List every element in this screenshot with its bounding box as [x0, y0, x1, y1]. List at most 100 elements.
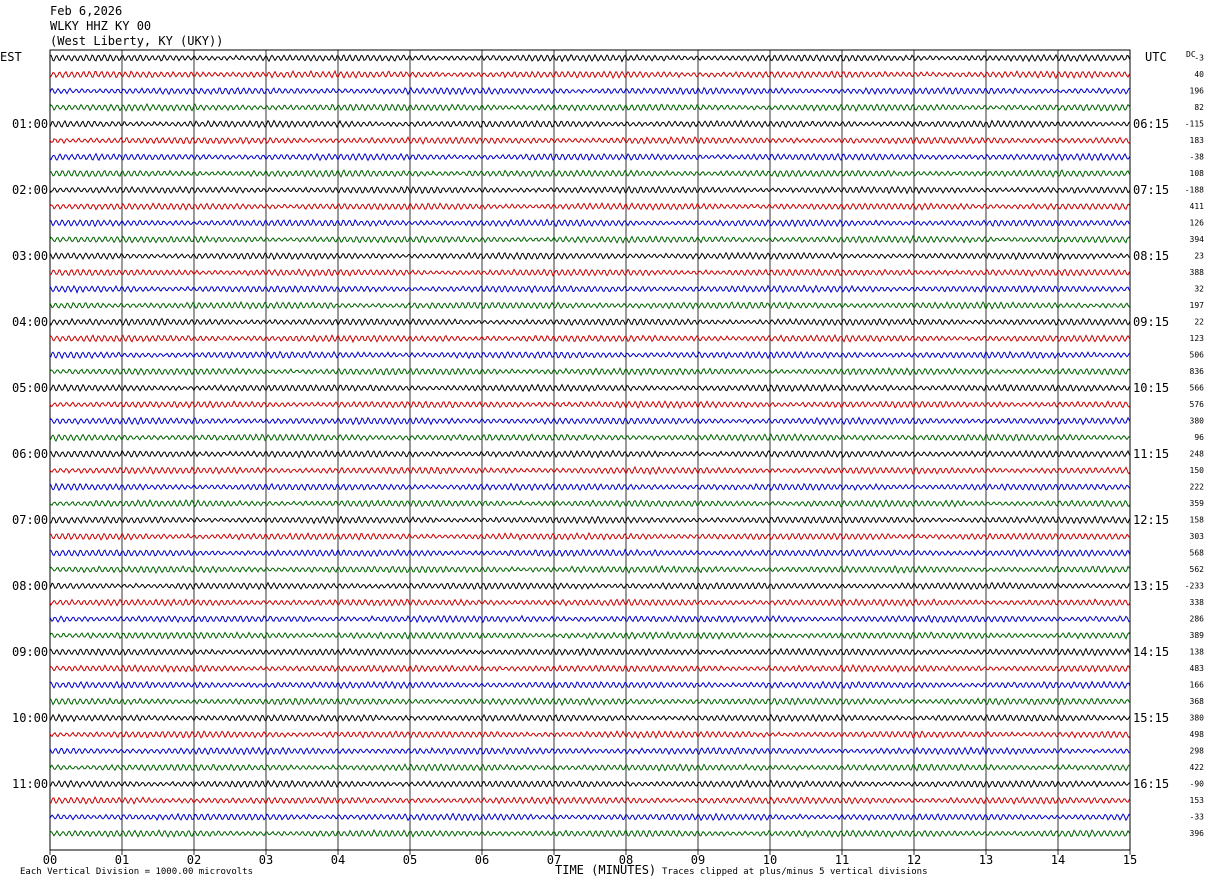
est-hour-label: 09:00 — [12, 645, 48, 659]
x-tick-label: 00 — [43, 853, 57, 867]
utc-hour-label: 06:15 — [1133, 117, 1169, 131]
dc-offset-label: 368 — [1190, 697, 1205, 706]
dc-offset-label: 196 — [1190, 87, 1205, 96]
trace-line — [49, 333, 1131, 344]
trace-line — [49, 598, 1131, 608]
trace-line — [49, 53, 1131, 63]
dc-offset-label: 566 — [1190, 384, 1205, 393]
trace-line — [49, 795, 1131, 805]
trace-line — [49, 531, 1131, 541]
trace-line — [49, 234, 1131, 244]
trace-line — [49, 680, 1131, 690]
trace-line — [49, 515, 1131, 525]
dc-offset-label: 153 — [1190, 796, 1205, 805]
trace-line — [49, 202, 1131, 211]
x-tick-label: 07 — [547, 853, 561, 867]
dc-offset-label: 138 — [1190, 648, 1205, 657]
dc-offset-label: 422 — [1190, 763, 1205, 772]
trace-line — [49, 828, 1131, 838]
x-tick-label: 02 — [187, 853, 201, 867]
dc-offset-label: 836 — [1190, 367, 1205, 376]
trace-line — [49, 416, 1131, 426]
dc-offset-label: 158 — [1190, 516, 1205, 525]
footer-clipping-note: Traces clipped at plus/minus 5 vertical … — [662, 867, 928, 877]
dc-offset-label: -233 — [1185, 582, 1204, 591]
utc-axis-title: UTC — [1145, 50, 1167, 64]
header-station: WLKY HHZ KY 00 — [50, 19, 152, 33]
x-tick-label: 11 — [835, 853, 849, 867]
trace-line — [49, 317, 1131, 327]
utc-hour-label: 14:15 — [1133, 645, 1169, 659]
trace-line — [49, 548, 1131, 558]
dc-offset-label: 338 — [1190, 598, 1205, 607]
trace-line — [49, 663, 1131, 674]
x-tick-label: 05 — [403, 853, 417, 867]
utc-hour-label: 16:15 — [1133, 777, 1169, 791]
trace-line — [49, 482, 1131, 492]
trace-line — [49, 565, 1131, 575]
trace-line — [49, 697, 1131, 707]
x-tick-label: 14 — [1051, 853, 1065, 867]
dc-offset-label: 498 — [1190, 730, 1205, 739]
dc-offset-label: -38 — [1190, 153, 1205, 162]
x-tick-label: 08 — [619, 853, 633, 867]
dc-offset-label: 298 — [1190, 747, 1205, 756]
dc-offset-label: 576 — [1190, 400, 1205, 409]
dc-offset-label: 166 — [1190, 681, 1205, 690]
trace-line — [49, 135, 1131, 145]
footer-vertical-division-note: Each Vertical Division = 1000.00 microvo… — [20, 867, 253, 877]
trace-line — [49, 763, 1131, 772]
trace-line — [49, 218, 1131, 228]
dc-offset-label: 389 — [1190, 631, 1205, 640]
dc-offset-label: -3 — [1194, 54, 1204, 63]
dc-offset-label: 506 — [1190, 351, 1205, 360]
est-hour-label: 02:00 — [12, 183, 48, 197]
dc-offset-label: 96 — [1194, 433, 1204, 442]
dc-offset-label: 32 — [1194, 285, 1204, 294]
dc-offset-label: -188 — [1185, 186, 1204, 195]
dc-offset-label: -115 — [1185, 120, 1204, 129]
trace-line — [49, 713, 1131, 723]
trace-line — [49, 152, 1131, 162]
dc-offset-label: 126 — [1190, 219, 1205, 228]
x-tick-label: 13 — [979, 853, 993, 867]
dc-offset-label: 396 — [1190, 829, 1205, 838]
utc-hour-label: 07:15 — [1133, 183, 1169, 197]
trace-line — [49, 812, 1131, 822]
x-tick-label: 10 — [763, 853, 777, 867]
dc-offset-label: 123 — [1190, 334, 1205, 343]
x-tick-label: 15 — [1123, 853, 1137, 867]
trace-line — [49, 449, 1131, 459]
x-tick-label: 03 — [259, 853, 273, 867]
trace-line — [49, 433, 1131, 442]
dc-offset-label: 359 — [1190, 499, 1205, 508]
trace-line — [49, 779, 1131, 789]
utc-hour-label: 10:15 — [1133, 381, 1169, 395]
utc-hour-label: 13:15 — [1133, 579, 1169, 593]
est-hour-label: 04:00 — [12, 315, 48, 329]
header-date: Feb 6,2026 — [50, 4, 123, 18]
trace-line — [49, 169, 1131, 178]
est-axis-title: EST — [0, 50, 22, 64]
est-hour-label: 08:00 — [12, 579, 48, 593]
utc-hour-label: 09:15 — [1133, 315, 1169, 329]
utc-hour-label: 12:15 — [1133, 513, 1169, 527]
dc-offset-label: 222 — [1190, 483, 1205, 492]
dc-offset-label: 568 — [1190, 549, 1205, 558]
trace-line — [49, 730, 1131, 739]
x-tick-label: 04 — [331, 853, 345, 867]
utc-hour-label: 11:15 — [1133, 447, 1169, 461]
x-tick-label: 12 — [907, 853, 921, 867]
dc-offset-label: -33 — [1190, 813, 1205, 822]
seismic-traces — [49, 53, 1131, 838]
x-tick-label: 09 — [691, 853, 705, 867]
est-hour-label: 06:00 — [12, 447, 48, 461]
est-hour-label: 10:00 — [12, 711, 48, 725]
trace-line — [49, 350, 1131, 360]
dc-offset-label: 82 — [1194, 103, 1204, 112]
trace-line — [49, 465, 1131, 476]
est-hour-label: 03:00 — [12, 249, 48, 263]
axis-labels: 00 01 02 03 04 05 06 07 08 09 10 11 12 13 14 15 -3 40 196 8… — [12, 54, 1204, 868]
dc-offset-label: 394 — [1190, 235, 1205, 244]
